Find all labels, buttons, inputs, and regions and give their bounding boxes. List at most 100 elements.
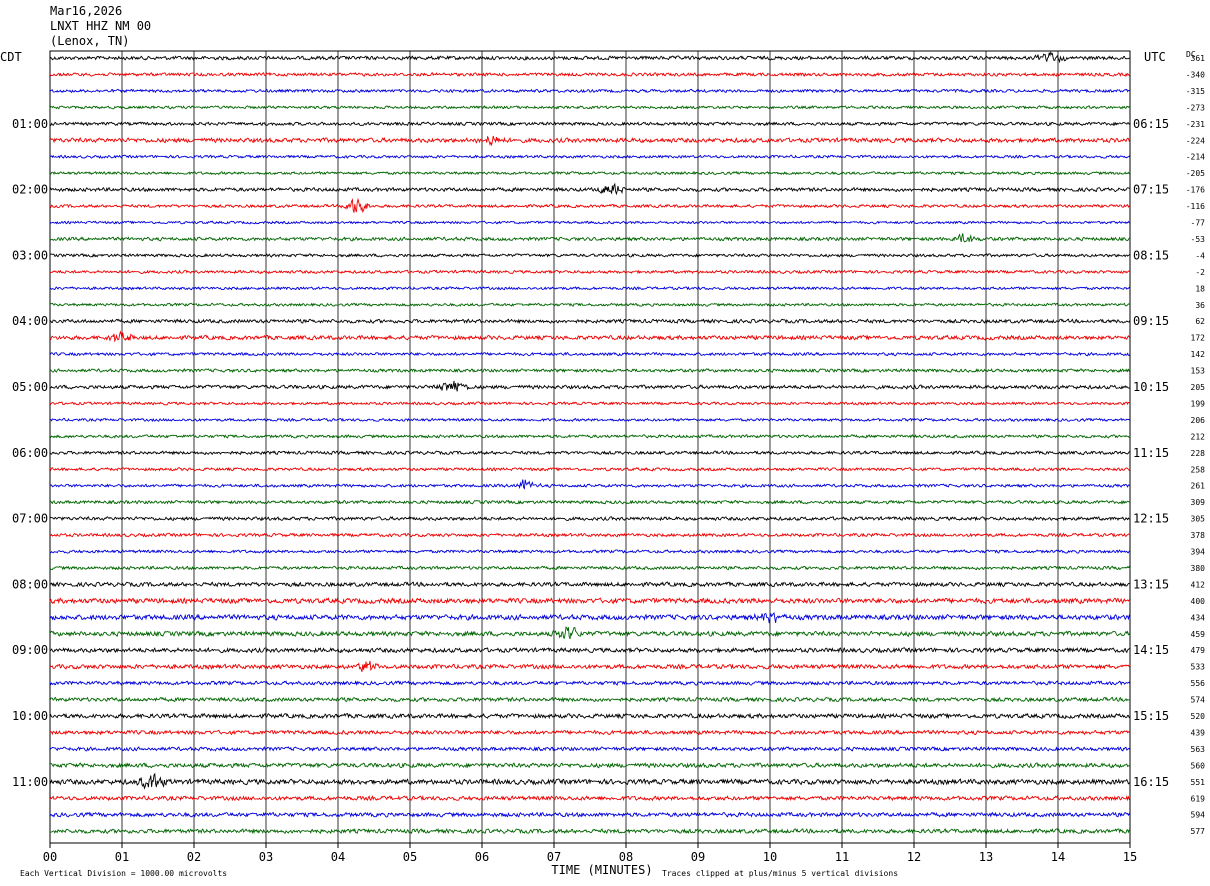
left-hour-label: 09:00 [12,643,48,657]
dc-offset-label: 199 [1191,399,1206,408]
seismic-trace [49,565,1131,571]
seismic-trace [49,417,1131,422]
dc-offset-label: 261 [1191,482,1206,491]
seismic-trace [49,170,1131,176]
dc-offset-label: 479 [1191,646,1206,655]
seismic-trace [49,828,1131,835]
left-hour-label: 07:00 [12,512,48,526]
right-hour-label: 09:15 [1133,314,1169,328]
dc-offset-label: 551 [1191,778,1206,787]
dc-offset-label: -224 [1186,136,1205,145]
dc-offset-label: 142 [1191,350,1206,359]
dc-offset-label: 594 [1191,811,1206,820]
dc-offset-label: -214 [1186,153,1205,162]
seismic-trace [49,532,1131,538]
dc-offset-label: 412 [1191,580,1206,589]
dc-offset-label: 36 [1195,301,1205,310]
seismic-trace [49,499,1131,505]
x-tick-label: 15 [1123,850,1137,864]
footer-scale-note: Each Vertical Division = 1000.00 microvo… [20,869,227,878]
dc-offset-label: 533 [1191,663,1206,672]
seismic-trace [49,646,1131,654]
left-hour-label: 02:00 [12,183,48,197]
seismic-trace [49,626,1131,640]
seismic-trace [49,549,1131,554]
dc-offset-label: 258 [1191,465,1206,474]
dc-offset-label: 459 [1191,630,1206,639]
dc-offset-label: 380 [1191,564,1206,573]
footer-clip-note: Traces clipped at plus/minus 5 vertical … [662,869,898,878]
seismic-trace [49,286,1131,291]
label-layer: 00 01 02 03 04 05 06 07 08 09 10 11 12 13 14 15 CDT UTC DC… [0,50,1205,878]
dc-offset-label: -53 [1191,235,1206,244]
seismic-trace [49,401,1131,406]
dc-offset-label: -340 [1186,70,1205,79]
x-tick-label: 06 [475,850,489,864]
dc-offset-label: 153 [1191,367,1206,376]
dc-offset-label: -315 [1186,87,1205,96]
dc-offset-label: -205 [1186,169,1205,178]
dc-offset-label: -2 [1195,268,1205,277]
x-tick-label: 08 [619,850,633,864]
seismic-trace [49,795,1131,802]
x-tick-label: 01 [115,850,129,864]
seismic-trace [49,581,1131,588]
dc-offset-label: 394 [1191,548,1206,557]
right-hour-label: 07:15 [1133,183,1169,197]
dc-offset-label: 205 [1191,383,1206,392]
header-location: (Lenox, TN) [50,34,130,48]
dc-offset-label: 619 [1191,794,1206,803]
dc-offset-label: 361 [1191,54,1206,63]
seismic-trace [49,450,1131,456]
seismic-trace [49,712,1131,720]
seismic-trace [49,88,1131,94]
seismic-trace [49,516,1131,522]
dc-offset-label: 206 [1191,416,1206,425]
seismic-trace [49,696,1131,703]
right-hour-label: 13:15 [1133,577,1169,591]
seismic-trace [49,105,1131,110]
seismic-trace [49,269,1131,275]
x-tick-label: 14 [1051,850,1065,864]
dc-offset-label: 563 [1191,745,1206,754]
seismic-trace [49,318,1131,324]
seismic-trace [49,612,1131,624]
dc-offset-label: 309 [1191,498,1206,507]
dc-offset-label: -273 [1186,103,1205,112]
seismic-trace [49,434,1131,439]
dc-offset-label: 556 [1191,679,1206,688]
x-tick-label: 11 [835,850,849,864]
seismic-trace [49,680,1131,686]
dc-offset-label: -4 [1195,251,1205,260]
dc-offset-label: 560 [1191,761,1206,770]
seismic-trace [49,182,1131,196]
seismic-trace [49,50,1131,64]
seismic-trace [49,351,1131,357]
left-hour-label: 08:00 [12,577,48,591]
dc-offset-label: -116 [1186,202,1205,211]
seismic-trace [49,197,1131,214]
x-tick-label: 12 [907,850,921,864]
header-date: Mar16,2026 [50,4,123,18]
dc-offset-label: 577 [1191,827,1206,836]
x-tick-label: 00 [43,850,57,864]
seismic-trace [49,811,1131,818]
seismic-trace [49,660,1131,672]
seismic-trace [49,233,1131,243]
seismic-trace [49,597,1131,605]
seismic-trace [49,253,1131,258]
seismic-trace [49,72,1131,77]
dc-offset-label: 62 [1195,317,1205,326]
left-hour-label: 05:00 [12,380,48,394]
right-hour-label: 08:15 [1133,248,1169,262]
right-hour-label: 12:15 [1133,512,1169,526]
seismic-trace [49,466,1131,472]
left-hour-label: 06:00 [12,446,48,460]
x-axis-title: TIME (MINUTES) [551,863,652,877]
dc-offset-label: -231 [1186,120,1205,129]
x-tick-label: 10 [763,850,777,864]
grid-layer [49,50,1131,848]
right-hour-label: 10:15 [1133,380,1169,394]
seismic-trace [49,368,1131,373]
